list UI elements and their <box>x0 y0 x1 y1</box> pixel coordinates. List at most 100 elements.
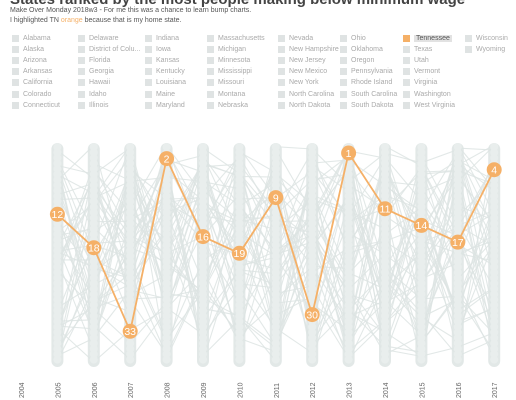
legend-item-oklahoma[interactable]: Oklahoma <box>340 44 383 54</box>
rank-marker <box>199 295 207 304</box>
legend-item-georgia[interactable]: Georgia <box>78 67 114 77</box>
legend-label: Colorado <box>23 90 52 98</box>
subtitle-note-pre: I highlighted TN <box>10 17 61 24</box>
legend-item-kentucky[interactable]: Kentucky <box>145 67 185 77</box>
legend-item-utah[interactable]: Utah <box>403 55 429 65</box>
legend-item-north-dakota[interactable]: North Dakota <box>278 100 330 110</box>
legend-item-connecticut[interactable]: Connecticut <box>12 100 60 110</box>
legend-label: Texas <box>414 45 433 53</box>
legend-label: Massachusetts <box>218 34 265 42</box>
legend-item-mississippi[interactable]: Mississippi <box>207 67 252 77</box>
legend-item-indiana[interactable]: Indiana <box>145 33 179 43</box>
legend-swatch <box>145 101 152 109</box>
series-point[interactable] <box>486 162 502 178</box>
rank-marker <box>381 175 389 184</box>
legend-item-florida[interactable]: Florida <box>78 55 110 65</box>
series-point[interactable] <box>450 234 466 250</box>
rank-marker <box>417 295 426 304</box>
legend-item-west-virginia[interactable]: West Virginia <box>403 100 455 110</box>
legend-item-montana[interactable]: Montana <box>207 89 245 99</box>
legend-item-hawaii[interactable]: Hawaii <box>78 78 110 88</box>
legend-item-virginia[interactable]: Virginia <box>403 78 437 88</box>
series-point[interactable] <box>341 145 357 161</box>
legend-item-maryland[interactable]: Maryland <box>145 100 185 110</box>
series-point[interactable] <box>86 240 102 256</box>
legend-item-pennsylvania[interactable]: Pennsylvania <box>340 67 393 77</box>
legend-item-oregon[interactable]: Oregon <box>340 55 374 65</box>
rank-marker <box>453 197 462 206</box>
series-point[interactable] <box>413 217 429 233</box>
rank-marker <box>453 295 462 304</box>
legend-item-alaska[interactable]: Alaska <box>12 44 44 54</box>
legend-item-district-of-colu[interactable]: District of Colu... <box>78 44 140 54</box>
legend-item-north-carolina[interactable]: North Carolina <box>278 89 334 99</box>
legend-swatch <box>145 45 152 53</box>
series-point[interactable] <box>195 229 211 245</box>
rank-marker <box>344 164 353 173</box>
legend-item-idaho[interactable]: Idaho <box>78 89 107 99</box>
legend-item-south-dakota[interactable]: South Dakota <box>340 100 393 110</box>
legend-item-wisconsin[interactable]: Wisconsin <box>465 33 508 43</box>
legend-item-new-hampshire[interactable]: New Hampshire <box>278 44 339 54</box>
series-point[interactable] <box>268 190 284 206</box>
legend-item-louisiana[interactable]: Louisiana <box>145 78 186 88</box>
legend-item-rhode-island[interactable]: Rhode Island <box>340 78 392 88</box>
legend-item-south-carolina[interactable]: South Carolina <box>340 89 397 99</box>
series-point[interactable] <box>122 323 138 339</box>
series-point[interactable] <box>231 245 247 261</box>
rank-marker <box>271 350 280 359</box>
legend-item-delaware[interactable]: Delaware <box>78 33 119 43</box>
rank-marker <box>235 328 244 337</box>
legend-item-colorado[interactable]: Colorado <box>12 89 51 99</box>
legend-swatch <box>340 68 347 76</box>
rank-marker <box>417 262 426 271</box>
series-point[interactable] <box>159 151 175 167</box>
legend-item-california[interactable]: California <box>12 78 53 88</box>
rank-marker <box>344 219 353 228</box>
series-point[interactable] <box>49 206 65 222</box>
legend-item-arizona[interactable]: Arizona <box>12 55 47 65</box>
legend-item-tennessee[interactable]: Tennessee <box>403 33 452 43</box>
legend-item-arkansas[interactable]: Arkansas <box>12 67 52 77</box>
legend-item-new-york[interactable]: New York <box>278 78 319 88</box>
rank-marker <box>271 322 280 331</box>
legend-item-alabama[interactable]: Alabama <box>12 33 51 43</box>
rank-marker <box>199 339 207 348</box>
legend-item-texas[interactable]: Texas <box>403 44 432 54</box>
legend-item-michigan[interactable]: Michigan <box>207 44 246 54</box>
legend-item-iowa[interactable]: Iowa <box>145 44 171 54</box>
legend-item-nevada[interactable]: Nevada <box>278 33 313 43</box>
legend-item-ohio[interactable]: Ohio <box>340 33 366 43</box>
legend-swatch <box>12 34 19 42</box>
legend-swatch <box>340 45 347 53</box>
legend-swatch <box>465 45 472 53</box>
legend-item-wyoming[interactable]: Wyoming <box>465 44 505 54</box>
series-point[interactable] <box>304 307 320 323</box>
rank-marker <box>126 350 135 359</box>
legend-item-vermont[interactable]: Vermont <box>403 67 440 77</box>
rank-marker <box>89 164 98 173</box>
rank-marker <box>490 273 499 282</box>
legend-item-massachusetts[interactable]: Massachusetts <box>207 33 265 43</box>
rank-marker <box>417 197 426 206</box>
legend-swatch <box>403 101 410 109</box>
legend-swatch <box>145 79 152 87</box>
rank-marker <box>381 355 389 364</box>
legend-item-missouri[interactable]: Missouri <box>207 78 244 88</box>
legend-label: Arizona <box>23 56 47 64</box>
legend-item-illinois[interactable]: Illinois <box>78 100 108 110</box>
rank-marker <box>53 355 62 364</box>
legend-label: Alabama <box>23 34 51 42</box>
legend-item-maine[interactable]: Maine <box>145 89 175 99</box>
series-point[interactable] <box>377 201 393 217</box>
legend-item-washington[interactable]: Washington <box>403 89 451 99</box>
legend-swatch <box>278 45 285 53</box>
x-axis: 2004 2005 2006 2007 2008 2009 2010 2011 2012 2013… <box>19 382 499 398</box>
legend-item-minnesota[interactable]: Minnesota <box>207 55 250 65</box>
legend-item-new-mexico[interactable]: New Mexico <box>278 67 327 77</box>
rank-marker <box>126 339 135 348</box>
rank-marker <box>271 208 280 217</box>
legend-item-new-jersey[interactable]: New Jersey <box>278 55 326 65</box>
legend-item-kansas[interactable]: Kansas <box>145 55 179 65</box>
legend-item-nebraska[interactable]: Nebraska <box>207 100 248 110</box>
